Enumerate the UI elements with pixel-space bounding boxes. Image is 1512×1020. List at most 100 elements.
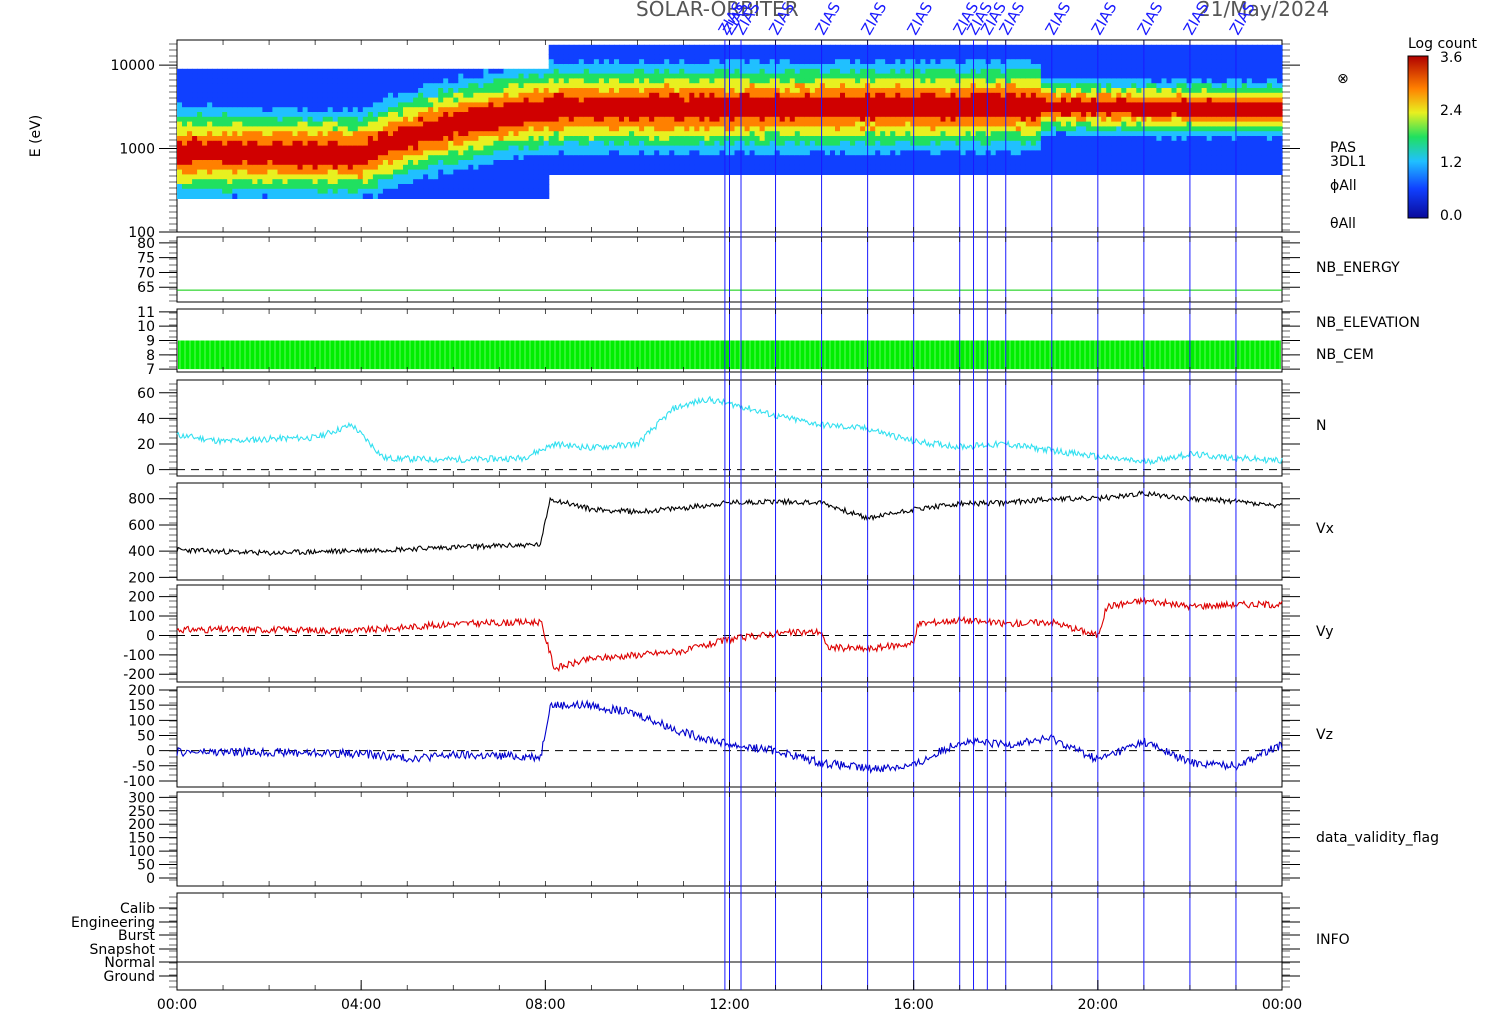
spectrogram-cell bbox=[418, 107, 424, 113]
spectrogram-cell bbox=[438, 126, 444, 132]
spectrogram-cell bbox=[634, 59, 640, 65]
spectrogram-cell bbox=[729, 64, 736, 70]
spectrogram-cell bbox=[649, 59, 655, 65]
spectrogram-cell bbox=[327, 102, 334, 108]
spectrogram-cell bbox=[367, 131, 374, 137]
spectrogram-cell bbox=[1025, 73, 1032, 79]
spectrogram-cell bbox=[488, 107, 494, 113]
spectrogram-cell bbox=[292, 174, 299, 180]
spectrogram-cell bbox=[945, 59, 952, 65]
spectrogram-cell bbox=[774, 59, 781, 65]
spectrogram-cell bbox=[403, 78, 409, 84]
spectrogram-cell bbox=[568, 150, 575, 156]
spectrogram-cell bbox=[187, 169, 193, 175]
spectrogram-cell bbox=[202, 126, 208, 132]
spectrogram-cell bbox=[875, 126, 881, 132]
spectrogram-cell bbox=[1045, 49, 1052, 55]
spectrogram-cell bbox=[900, 116, 906, 123]
spectrogram-cell bbox=[960, 136, 967, 142]
spectrogram-cell bbox=[367, 174, 374, 180]
spectrogram-cell bbox=[463, 188, 469, 195]
spectrogram-cell bbox=[830, 44, 836, 51]
spectrogram-cell bbox=[262, 184, 268, 190]
spectrogram-cell bbox=[543, 150, 550, 156]
spectrogram-cell bbox=[1025, 126, 1032, 132]
spectrogram-cell bbox=[382, 92, 389, 99]
spectrogram-cell bbox=[558, 140, 565, 147]
spectrogram-cell bbox=[347, 121, 354, 127]
spectrogram-cell bbox=[749, 83, 756, 89]
spectrogram-cell bbox=[830, 102, 836, 108]
spectrogram-cell bbox=[734, 68, 741, 75]
spectrogram-cell bbox=[307, 83, 314, 89]
spectrogram-cell bbox=[192, 97, 198, 103]
spectrogram-cell bbox=[227, 68, 233, 75]
spectrogram-cell bbox=[734, 54, 741, 60]
spectrogram-cell bbox=[593, 160, 600, 166]
spectrogram-cell bbox=[614, 88, 620, 94]
spectrogram-cell bbox=[860, 59, 866, 65]
spectrogram-cell bbox=[458, 140, 464, 147]
spectrogram-cell bbox=[388, 97, 394, 103]
spectrogram-cell bbox=[965, 49, 972, 55]
spectrogram-cell bbox=[990, 107, 997, 113]
spectrogram-cell bbox=[448, 179, 454, 185]
spectrogram-cell bbox=[624, 126, 630, 132]
spectrogram-cell bbox=[538, 92, 545, 99]
spectrogram-cell bbox=[1056, 112, 1062, 118]
spectrogram-cell bbox=[1076, 164, 1082, 171]
spectrogram-cell bbox=[257, 112, 263, 118]
spectrogram-cell bbox=[880, 136, 886, 142]
spectrogram-cell bbox=[875, 68, 881, 75]
spectrogram-cell bbox=[593, 88, 600, 94]
spectrogram-cell bbox=[965, 126, 972, 132]
spectrogram-cell bbox=[357, 193, 364, 199]
spectrogram-cell bbox=[719, 64, 726, 70]
spectrogram-cell bbox=[553, 78, 560, 84]
spectrogram-cell bbox=[197, 169, 203, 175]
spectrogram-cell bbox=[910, 64, 916, 70]
spectrogram-cell bbox=[458, 145, 464, 151]
spectrogram-cell bbox=[398, 116, 404, 123]
spectrogram-cell bbox=[418, 131, 424, 137]
spectrogram-cell bbox=[498, 184, 505, 190]
spectrogram-cell bbox=[327, 169, 334, 175]
spectrogram-cell bbox=[207, 68, 213, 75]
spectrogram-cell bbox=[1005, 126, 1012, 132]
spectrogram-cell bbox=[498, 164, 505, 171]
spectrogram-cell bbox=[769, 78, 776, 84]
spectrogram-cell bbox=[292, 68, 299, 75]
spectrogram-cell bbox=[513, 164, 520, 171]
spectrogram-cell bbox=[980, 49, 987, 55]
spectrogram-cell bbox=[754, 150, 761, 156]
spectrogram-cell bbox=[749, 44, 756, 51]
spectrogram-cell bbox=[895, 83, 901, 89]
spectrogram-cell bbox=[488, 126, 494, 132]
spectrogram-cell bbox=[337, 97, 344, 103]
spectrogram-cell bbox=[910, 155, 916, 161]
spectrogram-cell bbox=[724, 160, 731, 166]
spectrogram-cell bbox=[1015, 102, 1022, 108]
spectrogram-cell bbox=[980, 64, 987, 70]
spectrogram-cell bbox=[809, 131, 816, 137]
spectrogram-cell bbox=[1081, 112, 1087, 118]
spectrogram-cell bbox=[840, 131, 846, 137]
spectrogram-cell bbox=[759, 126, 766, 132]
spectrogram-cell bbox=[694, 54, 700, 60]
spectrogram-cell bbox=[197, 193, 203, 199]
spectrogram-cell bbox=[900, 107, 906, 113]
spectrogram-cell bbox=[950, 59, 957, 65]
spectrogram-cell bbox=[563, 68, 570, 75]
spectrogram-cell bbox=[1040, 102, 1047, 108]
spectrogram-cell bbox=[217, 68, 223, 75]
spectrogram-cell bbox=[563, 102, 570, 108]
spectrogram-cell bbox=[548, 73, 555, 79]
spectrogram-cell bbox=[418, 102, 424, 108]
spectrogram-cell bbox=[905, 107, 911, 113]
spectrogram-cell bbox=[789, 150, 796, 156]
spectrogram-cell bbox=[624, 83, 630, 89]
spectrogram-cell bbox=[639, 145, 645, 151]
spectrogram-cell bbox=[995, 92, 1002, 99]
spectrogram-cell bbox=[885, 83, 891, 89]
spectrogram-cell bbox=[804, 116, 811, 123]
